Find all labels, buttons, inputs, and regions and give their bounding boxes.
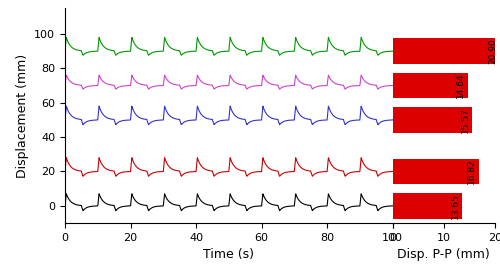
Text: 13.65: 13.65: [451, 193, 460, 219]
Text: 20.90: 20.90: [488, 38, 497, 64]
Bar: [392, 38, 500, 64]
Bar: [392, 73, 468, 98]
X-axis label: Time (s): Time (s): [204, 248, 254, 261]
Y-axis label: Displacement (mm): Displacement (mm): [16, 54, 28, 178]
Bar: [392, 159, 478, 184]
Text: 14.64: 14.64: [456, 73, 465, 98]
Text: 16.82: 16.82: [467, 159, 476, 184]
X-axis label: Disp. P-P (mm): Disp. P-P (mm): [398, 248, 490, 261]
Bar: [392, 193, 462, 219]
Text: 15.57: 15.57: [461, 107, 470, 133]
Bar: [392, 107, 472, 133]
